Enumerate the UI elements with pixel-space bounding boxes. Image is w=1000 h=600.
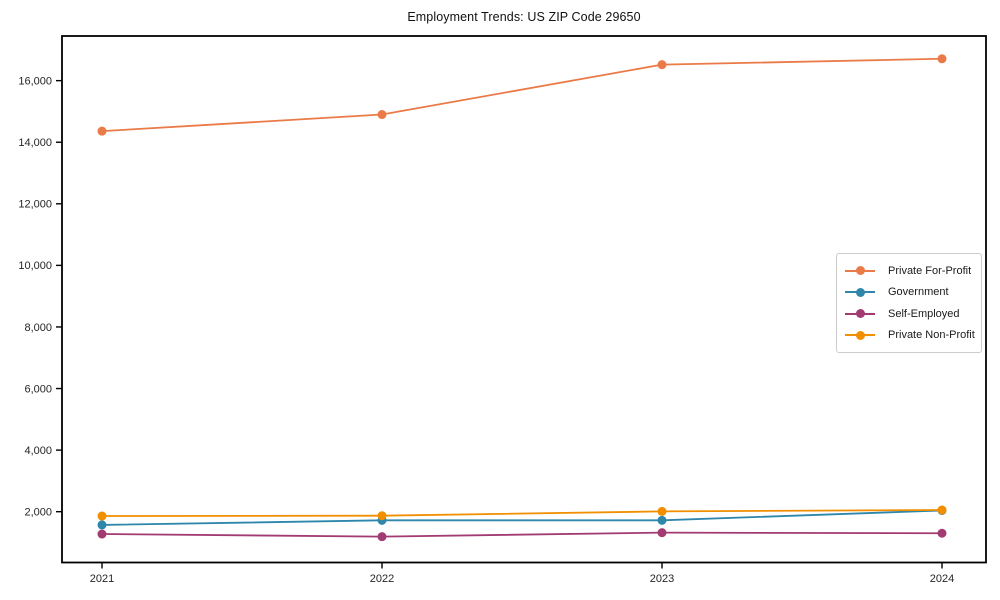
y-tick-label: 10,000 xyxy=(18,260,52,272)
data-point-private-non-profit-2022 xyxy=(377,511,387,521)
data-point-private-for-profit-2022 xyxy=(377,110,387,120)
data-point-private-for-profit-2023 xyxy=(657,60,667,70)
legend-label: Private For-Profit xyxy=(888,264,972,277)
series-government xyxy=(97,505,947,530)
legend-label: Self-Employed xyxy=(888,307,960,320)
x-tick-label: 2024 xyxy=(930,573,954,585)
data-point-government-2021 xyxy=(97,520,107,530)
legend-marker-icon xyxy=(845,309,875,319)
data-point-self-employed-2021 xyxy=(97,529,107,539)
legend-label: Private Non-Profit xyxy=(888,329,975,342)
series-private-for-profit xyxy=(97,54,947,136)
series-line-self-employed xyxy=(101,531,943,538)
legend-label: Government xyxy=(888,286,949,299)
y-tick-label: 12,000 xyxy=(18,199,52,211)
y-tick-label: 4,000 xyxy=(24,445,52,457)
legend-marker-icon xyxy=(845,266,875,276)
series-line-government xyxy=(101,509,943,526)
x-tick-label: 2022 xyxy=(370,573,394,585)
data-point-private-for-profit-2024 xyxy=(937,54,947,64)
chart-title: Employment Trends: US ZIP Code 29650 xyxy=(407,10,641,24)
y-tick-label: 16,000 xyxy=(18,75,52,87)
series-private-non-profit xyxy=(97,505,947,521)
axes: 2,000 4,000 6,000 8,000 10,000 12,000 14,000 16… xyxy=(18,35,987,585)
legend-marker-icon xyxy=(845,287,875,297)
y-tick-label: 14,000 xyxy=(18,137,52,149)
y-tick-label: 8,000 xyxy=(24,322,52,334)
x-tick-label: 2023 xyxy=(650,573,674,585)
series-self-employed xyxy=(97,528,947,542)
series-line-private-non-profit xyxy=(101,509,943,517)
data-point-government-2023 xyxy=(657,515,667,525)
legend-marker-icon xyxy=(845,330,875,340)
data-point-private-non-profit-2024 xyxy=(937,505,947,515)
legend: Private For-Profit Government Self-Emplo… xyxy=(836,253,982,353)
data-point-self-employed-2022 xyxy=(377,532,387,542)
data-point-private-non-profit-2023 xyxy=(657,506,667,516)
series-line-private-for-profit xyxy=(101,57,943,133)
data-point-private-non-profit-2021 xyxy=(97,511,107,521)
data-point-private-for-profit-2021 xyxy=(97,126,107,136)
data-point-self-employed-2023 xyxy=(657,528,667,538)
data-point-self-employed-2024 xyxy=(937,528,947,538)
legend-item-self-employed: Self-Employed xyxy=(845,304,981,324)
x-tick-label: 2021 xyxy=(90,573,114,585)
legend-item-private-for-profit: Private For-Profit xyxy=(845,261,981,281)
legend-item-government: Government xyxy=(845,282,981,302)
plot-border xyxy=(61,35,987,564)
y-tick-label: 6,000 xyxy=(24,383,52,395)
legend-item-private-non-profit: Private Non-Profit xyxy=(845,325,981,345)
y-tick-label: 2,000 xyxy=(24,506,52,518)
